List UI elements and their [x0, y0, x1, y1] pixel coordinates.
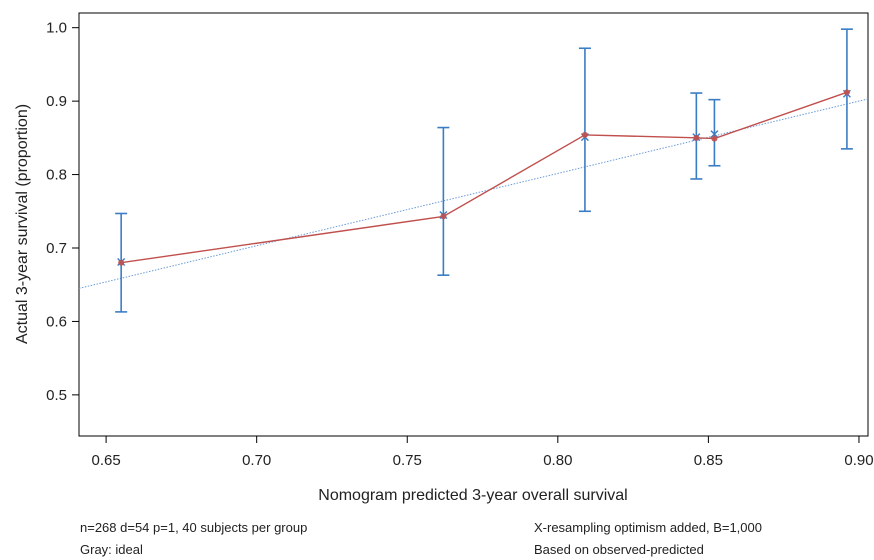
series-lines	[121, 91, 848, 264]
observed-point	[693, 134, 700, 141]
y-axis-label: Actual 3-year survival (proportion)	[14, 104, 31, 344]
plot-frame	[78, 12, 869, 437]
x-tick-label: 0.70	[242, 452, 271, 469]
y-tick-label: 0.5	[46, 387, 67, 404]
optimism-x-marker	[710, 130, 719, 139]
error-bars	[115, 28, 853, 313]
observed-point	[118, 259, 125, 266]
y-tick-label: 1.0	[46, 20, 67, 37]
y-tick-label: 0.9	[46, 93, 67, 110]
y-tick-label: 0.8	[46, 167, 67, 184]
annotation-resampling: X-resampling optimism added, B=1,000	[534, 520, 762, 535]
series-markers	[117, 89, 851, 266]
y-tick-label: 0.7	[46, 240, 67, 257]
x-tick-label: 0.65	[92, 452, 121, 469]
annotation-ideal: Gray: ideal	[80, 542, 143, 557]
annotation-sample-info: n=268 d=54 p=1, 40 subjects per group	[80, 520, 307, 535]
y-tick-label: 0.6	[46, 313, 67, 330]
ideal-diagonal	[78, 98, 869, 289]
y-axis: 0.5 0.6 0.7 0.8 0.9 1.0	[46, 20, 79, 404]
observed-line	[121, 91, 848, 264]
annotation-basis: Based on observed-predicted	[534, 542, 704, 557]
observed-point	[711, 135, 718, 142]
x-axis-label: Nomogram predicted 3-year overall surviv…	[318, 487, 627, 504]
x-tick-label: 0.85	[694, 452, 723, 469]
x-axis: 0.65 0.70 0.75 0.80 0.85 0.90	[92, 436, 874, 469]
observed-point	[581, 131, 588, 138]
x-tick-label: 0.75	[393, 452, 422, 469]
ideal-line	[78, 98, 869, 289]
observed-point	[843, 89, 850, 96]
x-tick-label: 0.80	[543, 452, 572, 469]
observed-point	[440, 213, 447, 220]
x-tick-label: 0.90	[844, 452, 873, 469]
